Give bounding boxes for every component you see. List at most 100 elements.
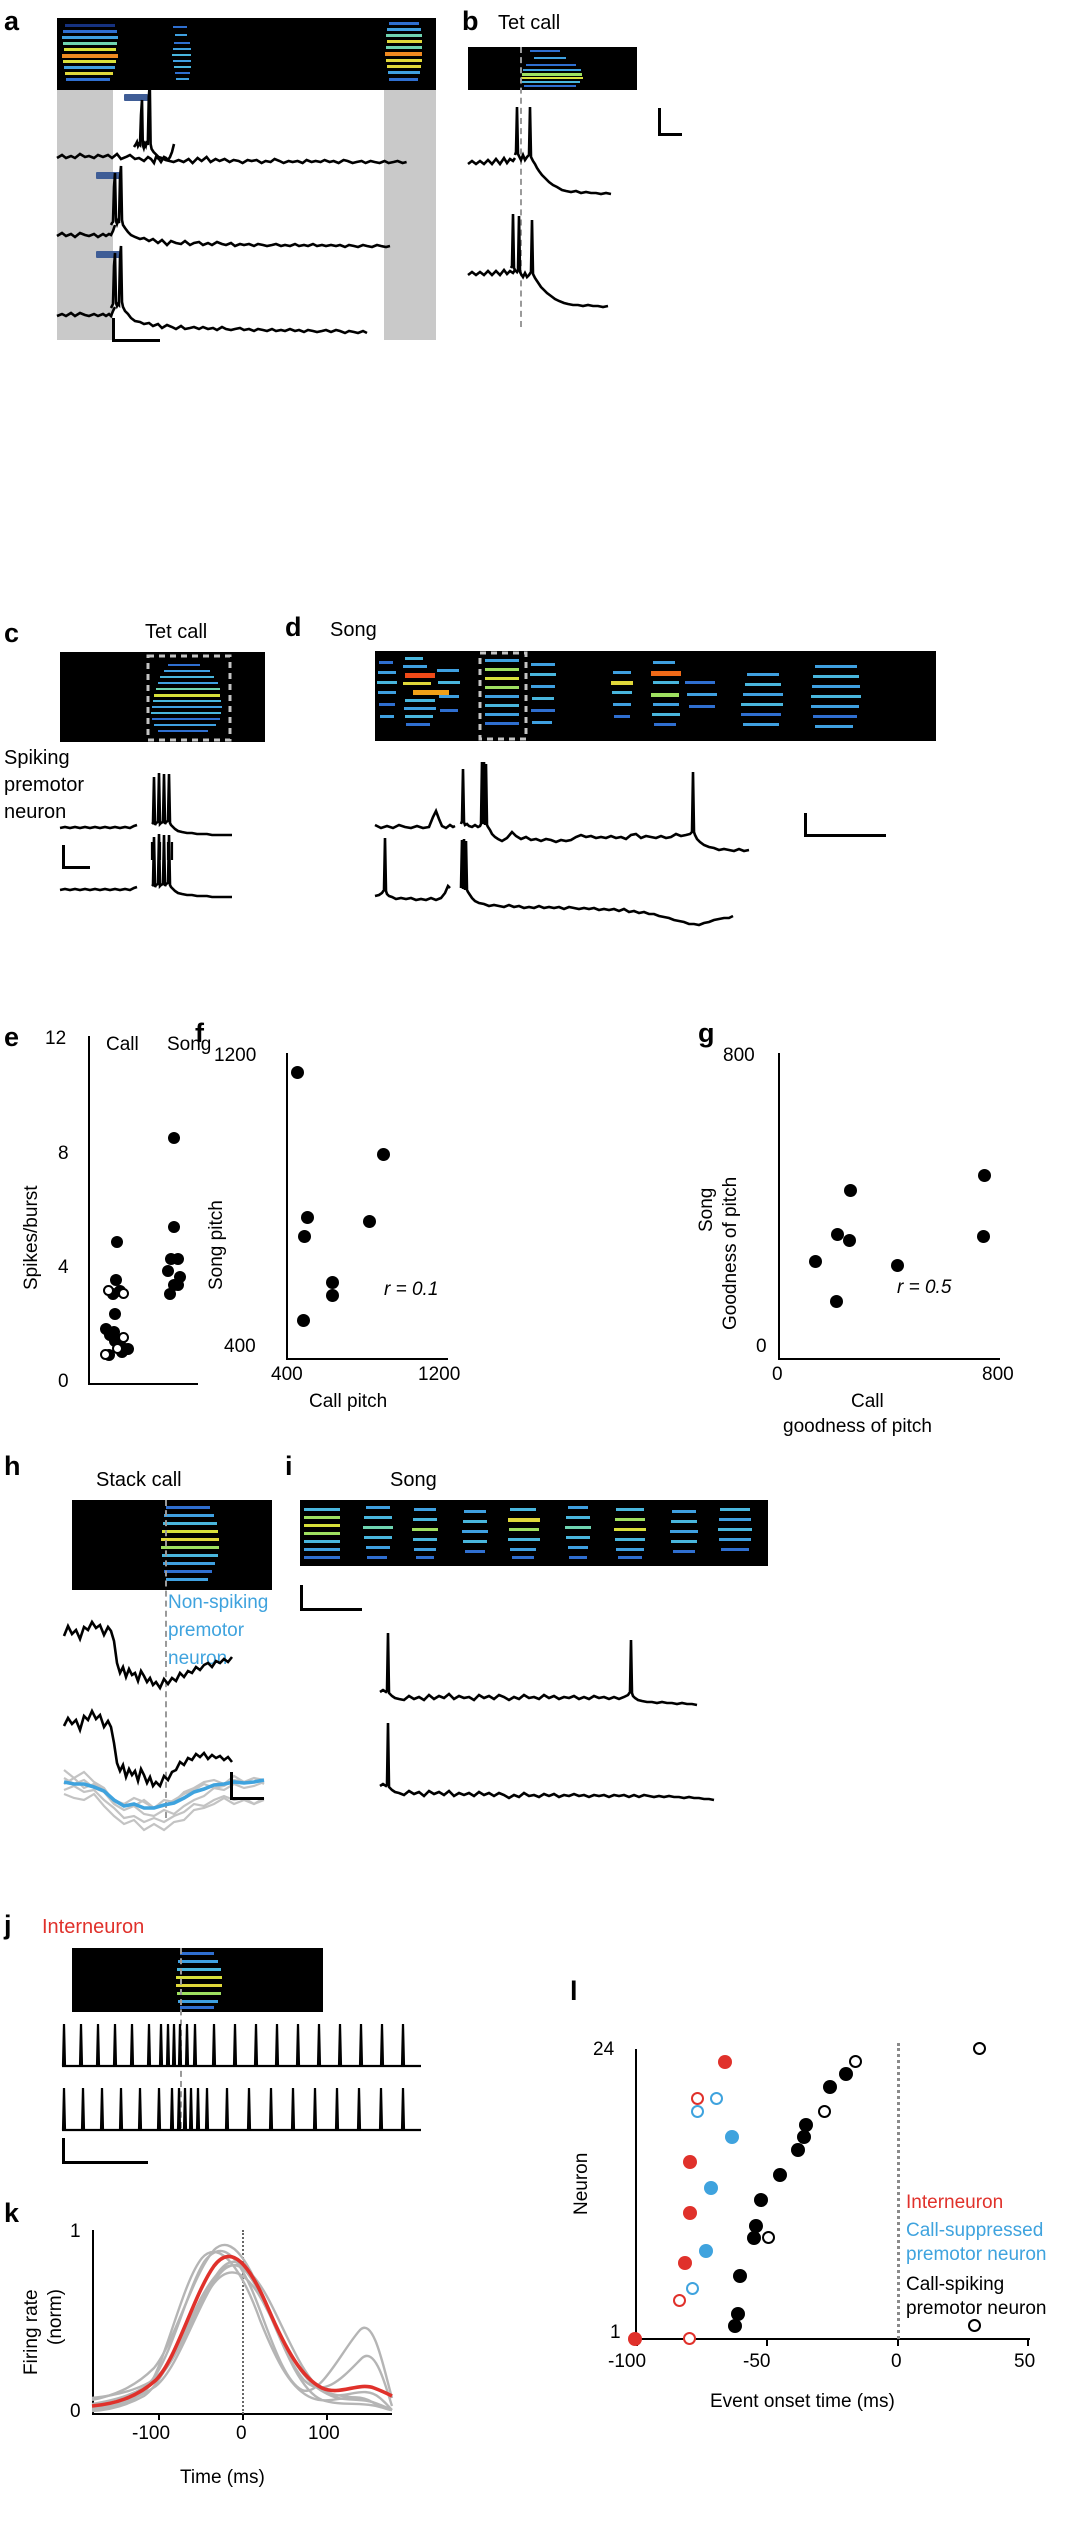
panel-l-ytick-1: 1 <box>610 2322 621 2343</box>
panel-a-blue-bar-trace1 <box>124 94 148 101</box>
panel-a-scalebar-horizontal <box>112 339 160 342</box>
data-point-filled <box>326 1289 340 1303</box>
panel-h-annotation-line3: neuron <box>168 1648 228 1669</box>
panel-h-title: Stack call <box>96 1469 182 1491</box>
data-point-filled <box>843 1233 857 1247</box>
data-point-open <box>117 1331 129 1343</box>
panel-e-ytick-12: 12 <box>45 1028 67 1049</box>
panel-g-xlabel-line2: goodness of pitch <box>783 1416 932 1437</box>
panel-l-legend-call-spiking-line2: premotor neuron <box>906 2298 1047 2319</box>
panel-label-j: j <box>4 1910 12 1940</box>
panel-l-xtick-mark-4 <box>1027 2338 1029 2346</box>
panel-k-ylabel-line1: Firing rate <box>21 2289 42 2375</box>
data-point-open <box>118 1288 130 1300</box>
panel-l-xtick-50: 50 <box>1014 2351 1036 2372</box>
data-point-filled <box>628 2332 642 2346</box>
data-point-filled <box>171 1253 184 1266</box>
panel-a-spectrogram <box>57 18 436 90</box>
panel-a-traces <box>56 83 407 335</box>
panel-k-xtick-0: 0 <box>236 2423 247 2444</box>
panel-j-spectrogram <box>72 1948 323 2012</box>
panel-f-xtick-max: 1200 <box>418 1364 461 1385</box>
data-point-open <box>672 2294 686 2308</box>
data-point-filled <box>890 1258 904 1272</box>
panel-j-title: Interneuron <box>42 1916 145 1938</box>
panel-g-ylabel-line1: Song <box>696 1187 717 1232</box>
panel-c-scalebar-vertical <box>62 845 65 869</box>
panel-e-ytick-8: 8 <box>58 1143 69 1164</box>
data-point-open <box>972 2042 986 2055</box>
panel-l-y-axis <box>635 2049 637 2339</box>
panel-l-dotted-line <box>897 2043 900 2339</box>
panel-k-ylabel-line2: (norm) <box>45 2289 66 2345</box>
panel-label-l: l <box>570 1976 578 2006</box>
panel-b-title: Tet call <box>498 12 561 34</box>
panel-l-legend-call-suppressed-line1: Call-suppressed <box>906 2220 1044 2241</box>
panel-k-curves <box>91 2243 394 2413</box>
data-point-open <box>683 2332 697 2345</box>
panel-label-e: e <box>4 1022 20 1052</box>
data-point-filled <box>717 2054 732 2069</box>
data-point-open <box>817 2105 831 2119</box>
panel-h-traces <box>62 1619 265 1832</box>
panel-g-ylabel-line2: Goodness of pitch <box>720 1176 741 1330</box>
panel-b-scalebar-vertical <box>658 108 661 136</box>
data-point-filled <box>297 1230 311 1244</box>
panel-g-xlabel-line1: Call <box>851 1391 884 1412</box>
panel-k-xlabel: Time (ms) <box>180 2467 265 2488</box>
data-point-open <box>967 2319 981 2333</box>
panel-l-legend-call-suppressed-line2: premotor neuron <box>906 2244 1047 2265</box>
panel-f-x-axis <box>286 1358 448 1360</box>
data-point-filled <box>362 1214 376 1228</box>
panel-label-a: a <box>4 6 20 36</box>
panel-k-ytick-1: 1 <box>70 2221 81 2242</box>
data-point-filled <box>831 1228 845 1242</box>
data-point-filled <box>704 2180 719 2195</box>
data-point-filled <box>678 2256 693 2271</box>
panel-d-scalebar-horizontal <box>804 834 886 837</box>
panel-d-spectrogram <box>375 651 936 741</box>
panel-g-stat: r = 0.5 <box>897 1277 952 1298</box>
panel-l-xtick-mark-3 <box>897 2338 899 2346</box>
panel-f-ylabel: Song pitch <box>206 1200 227 1290</box>
data-point-filled <box>699 2243 714 2258</box>
panel-h-spectrogram <box>72 1500 272 1590</box>
panel-e-points <box>88 1036 203 1384</box>
data-point-filled <box>290 1065 304 1079</box>
panel-f-y-axis <box>286 1053 288 1359</box>
panel-l-xtick-0: 0 <box>891 2351 902 2372</box>
panel-g-ytick-max: 800 <box>723 1045 755 1066</box>
panel-j-traces <box>61 2023 421 2132</box>
panel-l-legend-call-spiking-line1: Call-spiking <box>906 2274 1005 2295</box>
data-point-filled <box>683 2205 698 2220</box>
panel-h-annotation-line1: Non-spiking <box>168 1592 269 1613</box>
panel-e-group-call: Call <box>106 1034 139 1055</box>
data-point-filled <box>799 2117 814 2132</box>
panel-f-ytick-min: 400 <box>224 1336 256 1357</box>
data-point-filled <box>830 1295 844 1309</box>
panel-b-spectrogram <box>468 47 637 90</box>
data-point-filled <box>297 1314 311 1328</box>
panel-h-annotation-line2: premotor <box>168 1620 245 1641</box>
panel-d-traces <box>374 761 750 927</box>
panel-e-group-song: Song <box>167 1034 212 1055</box>
panel-label-i: i <box>285 1451 293 1481</box>
data-point-filled <box>168 1131 181 1144</box>
panel-h-dashed-line <box>165 1500 167 1818</box>
panel-label-g: g <box>698 1018 715 1048</box>
panel-l-ylabel: Neuron <box>571 2152 592 2215</box>
panel-g-ytick-min: 0 <box>756 1336 767 1357</box>
panel-c-annotation-line2: premotor <box>4 774 85 796</box>
data-point-open <box>849 2054 863 2068</box>
panel-label-k: k <box>4 2198 20 2228</box>
panel-e-ytick-0: 0 <box>58 1371 69 1392</box>
data-point-filled <box>730 2306 745 2321</box>
data-point-filled <box>733 2268 748 2283</box>
panel-a-shade-right <box>384 90 436 340</box>
data-point-filled <box>728 2319 743 2334</box>
data-point-open <box>691 2092 705 2106</box>
panel-g-y-axis <box>778 1053 780 1359</box>
panel-f-xtick-min: 400 <box>271 1364 303 1385</box>
data-point-filled <box>300 1210 314 1224</box>
data-point-filled <box>110 1235 123 1248</box>
